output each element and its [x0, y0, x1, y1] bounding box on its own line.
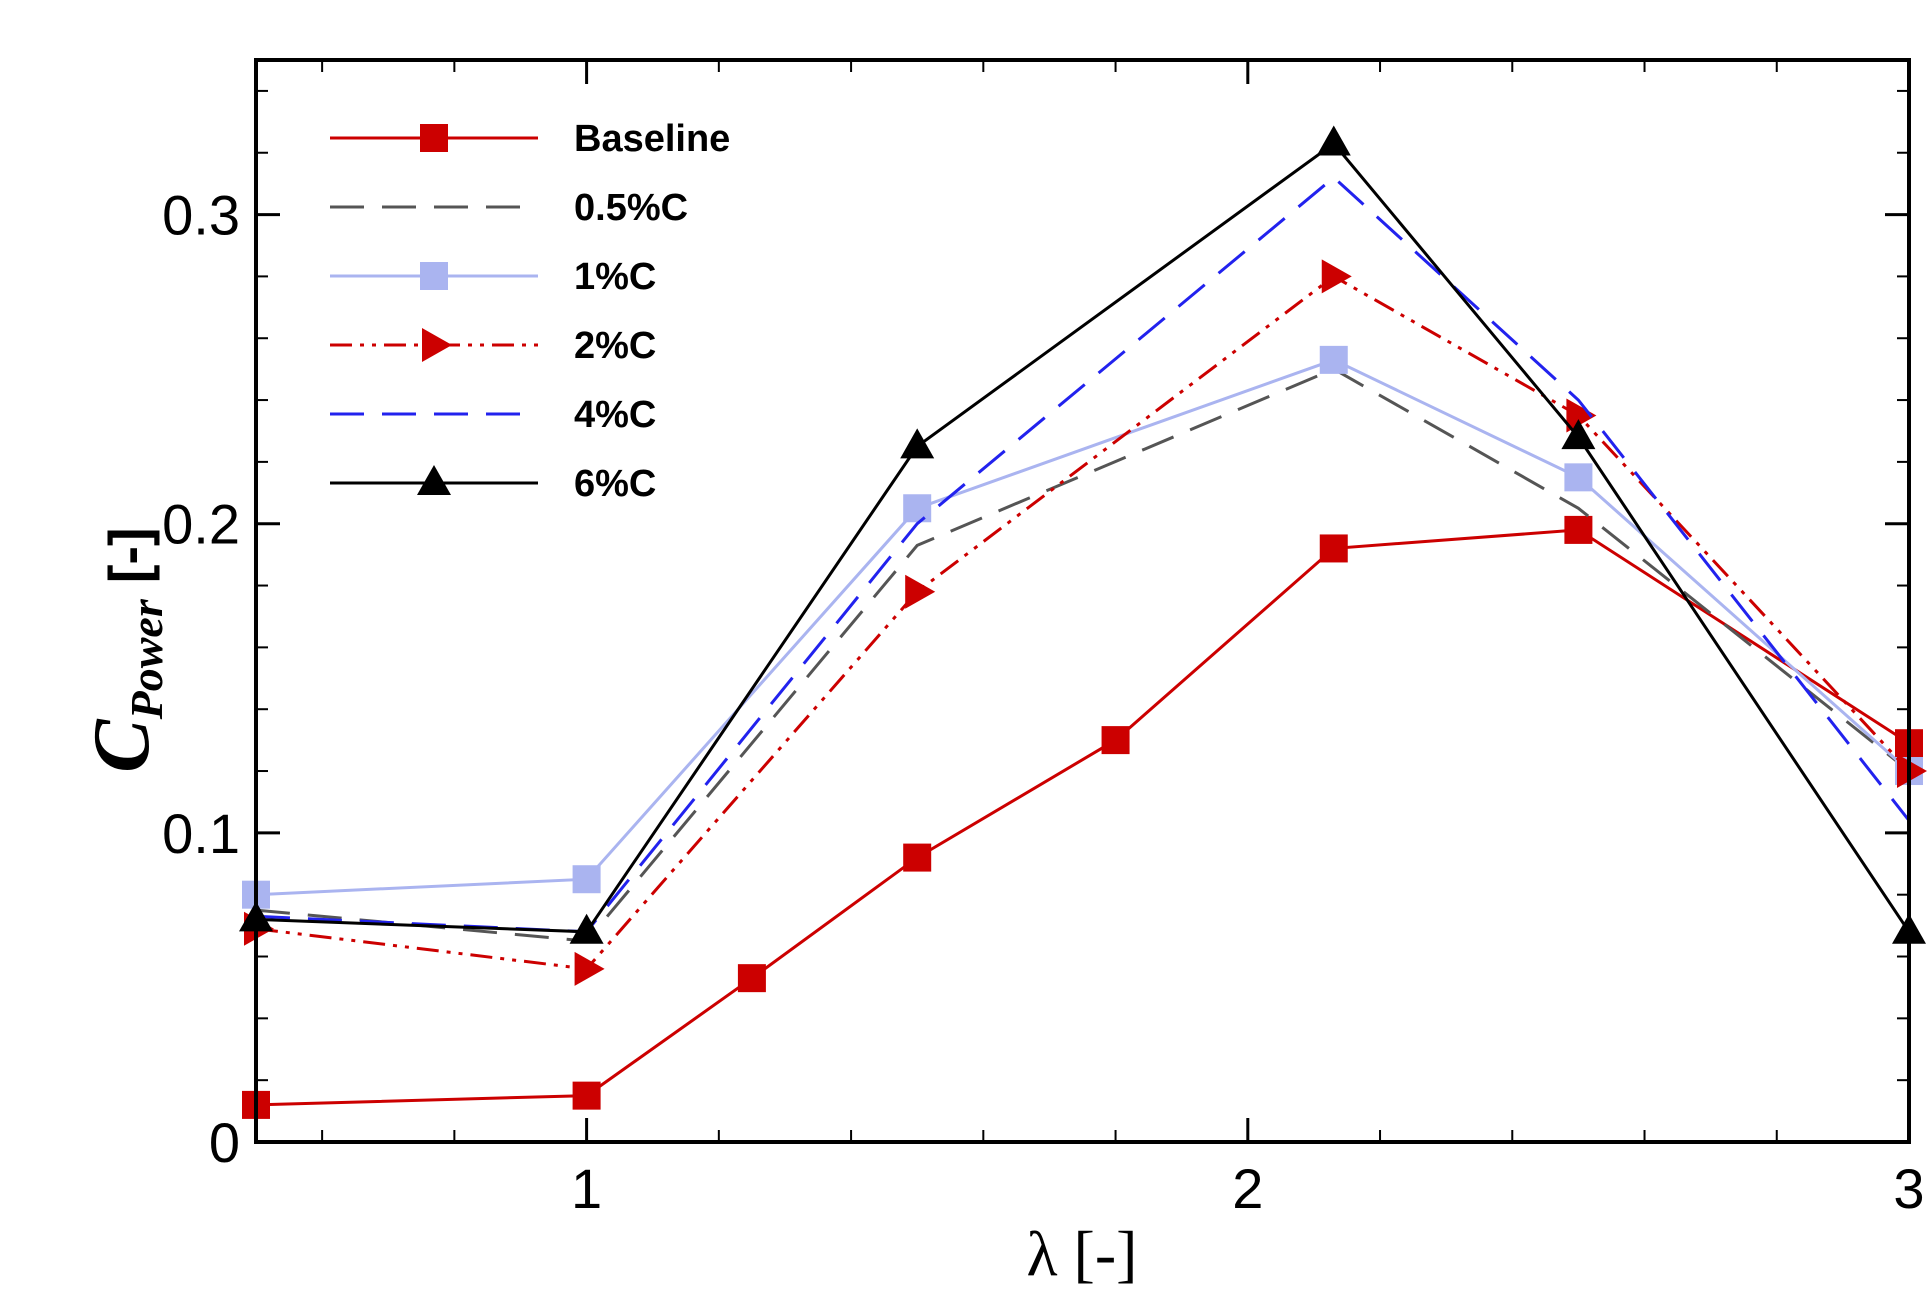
series-line-0p5pctc: [255, 367, 1910, 943]
data-point-baseline: [903, 843, 932, 872]
series-line-1pctc: [255, 358, 1910, 897]
legend-item-2pctc: 2%C: [330, 325, 656, 367]
data-point-1pctc: [903, 494, 932, 523]
series-line-6pctc: [255, 141, 1911, 934]
data-point-baseline: [1319, 534, 1348, 563]
svg-text:CPower[-]: CPower [-]: [78, 527, 172, 772]
data-point-6pctc: [1316, 125, 1351, 156]
y-tick-label: 0.1: [162, 802, 240, 865]
y-tick-label: 0.3: [162, 184, 240, 247]
data-point-baseline: [1564, 515, 1593, 544]
series-line-2pctc: [255, 274, 1911, 971]
legend-marker-2pctc: [422, 328, 452, 362]
data-point-2pctc: [1897, 754, 1927, 789]
legend-label-0p5pctc: 0.5%C: [574, 187, 688, 229]
y-axis-title-sub: Power: [121, 598, 172, 720]
legend-label-6pctc: 6%C: [574, 463, 656, 505]
data-point-baseline: [737, 964, 766, 993]
y-tick-label: 0: [209, 1111, 240, 1174]
legend-label-1pctc: 1%C: [574, 256, 656, 298]
legend-label-baseline: Baseline: [574, 118, 730, 160]
series-0p5pctc: [255, 367, 1910, 943]
y-axis-title-main: C: [78, 718, 166, 773]
data-point-2pctc: [574, 951, 605, 986]
series-4pctc: [255, 175, 1911, 934]
y-tick-label: 0.2: [162, 493, 240, 556]
data-point-2pctc: [905, 574, 936, 609]
x-axis-title: λ [-]: [1027, 1218, 1138, 1289]
series-6pctc: [239, 125, 1926, 944]
data-point-2pctc: [1566, 398, 1597, 433]
series-line-baseline: [255, 528, 1910, 1107]
series-1pctc: [242, 345, 1923, 909]
data-point-6pctc: [900, 428, 935, 459]
data-point-1pctc: [1319, 345, 1348, 374]
legend-item-baseline: Baseline: [330, 118, 730, 160]
data-point-6pctc: [1561, 419, 1596, 450]
data-point-6pctc: [569, 913, 604, 944]
data-point-baseline: [1101, 726, 1130, 755]
legend-label-4pctc: 4%C: [574, 394, 656, 436]
series-baseline: [242, 515, 1923, 1119]
data-point-1pctc: [1564, 463, 1593, 492]
legend-marker-baseline: [420, 124, 448, 152]
y-axis-title: CPower [-]: [78, 527, 172, 772]
legend-item-0p5pctc: 0.5%C: [330, 187, 688, 229]
legend: Baseline 0.5%C 1%C 2%C 4%C 6%C: [330, 118, 730, 505]
tick-labels: 1 2 3 0 0.1 0.2 0.3: [162, 184, 1924, 1220]
legend-marker-1pctc: [420, 262, 448, 290]
series-2pctc: [244, 259, 1927, 986]
legend-item-1pctc: 1%C: [330, 256, 656, 298]
data-point-baseline: [572, 1081, 601, 1110]
x-tick-label: 3: [1893, 1157, 1924, 1220]
data-point-1pctc: [572, 865, 601, 894]
legend-marker-6pctc: [417, 465, 451, 495]
series-line-4pctc: [255, 175, 1911, 934]
x-tick-label: 2: [1232, 1157, 1263, 1220]
x-tick-label: 1: [571, 1157, 602, 1220]
axis-ticks: [256, 60, 1911, 1144]
series-layer: [239, 125, 1927, 1119]
legend-item-6pctc: 6%C: [330, 463, 656, 505]
y-axis-title-unit: [-]: [97, 527, 160, 583]
plot-frame: [254, 58, 1911, 1144]
legend-label-2pctc: 2%C: [574, 325, 656, 367]
legend-item-4pctc: 4%C: [330, 394, 656, 436]
data-point-2pctc: [1321, 259, 1352, 294]
